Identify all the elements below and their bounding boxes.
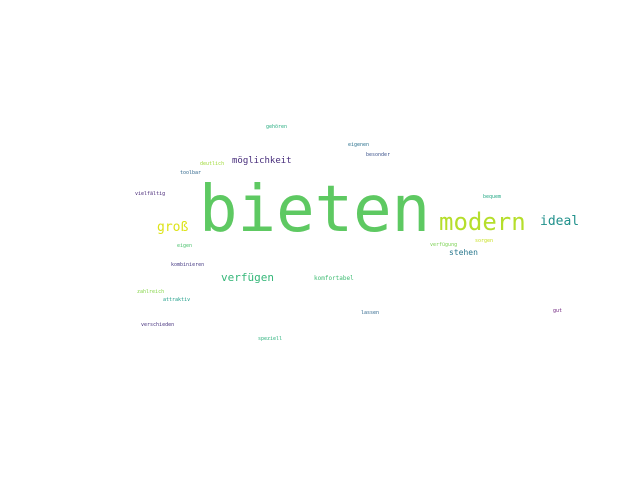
word-komfortabel: komfortabel: [314, 275, 354, 282]
word-gut: gut: [553, 308, 563, 314]
word-lassen: lassen: [361, 310, 380, 316]
word-zahlreich: zahlreich: [137, 289, 165, 295]
word-sorgen: sorgen: [475, 238, 494, 244]
word-moeglichkeit: möglichkeit: [232, 156, 292, 166]
word-ideal: ideal: [540, 214, 580, 229]
word-toolbar: toolbar: [180, 170, 202, 176]
word-verschieden: verschieden: [141, 322, 175, 328]
word-bequem: bequem: [483, 194, 502, 200]
word-verfuegung: verfügung: [430, 242, 458, 248]
word-eigen: eigen: [177, 243, 193, 249]
word-verfuegen: verfügen: [221, 271, 274, 284]
word-gross: groß: [157, 220, 189, 235]
word-modern: modern: [439, 208, 526, 236]
word-attraktiv: attraktiv: [163, 297, 191, 303]
word-eigenen: eigenen: [348, 142, 370, 148]
word-bieten: bieten: [199, 173, 431, 247]
word-deutlich: deutlich: [200, 161, 225, 167]
word-speziell: speziell: [258, 336, 283, 342]
word-gehoeren: gehören: [266, 124, 288, 130]
word-stehen: stehen: [449, 248, 478, 257]
word-besonder: besonder: [366, 152, 391, 158]
word-kombinieren: kombinieren: [171, 262, 205, 268]
word-vielfaeltig: vielfältig: [135, 191, 166, 197]
